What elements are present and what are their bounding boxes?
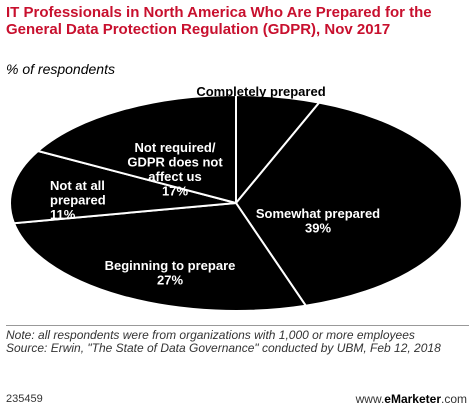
pie-slice-3 [9, 149, 237, 225]
chart-notes: Note: all respondents were from organiza… [6, 329, 468, 355]
brand-prefix: www. [355, 392, 385, 406]
brand-logo[interactable]: www.eMarketer.com [356, 392, 467, 406]
chart-id: 235459 [6, 393, 43, 405]
slice-value-0: 6% [252, 99, 271, 114]
divider [6, 325, 469, 326]
slice-label-4: Not required/GDPR does not affect us [127, 140, 223, 184]
pie-slice-4 [35, 93, 237, 205]
slice-label-1: Somewhat prepared [256, 206, 380, 221]
slice-label-2: Beginning to prepare [105, 258, 236, 273]
source-text: Source: Erwin, "The State of Data Govern… [6, 341, 441, 355]
brand-suffix: .com [440, 392, 467, 406]
slice-label-3: Not at all prepared [50, 178, 106, 208]
slice-value-2: 27% [157, 273, 183, 288]
chart-title: IT Professionals in North America Who Ar… [6, 4, 432, 38]
slice-value-4: 17% [162, 184, 188, 199]
slice-value-1: 39% [305, 221, 331, 236]
chart-subtitle: % of respondents [6, 61, 115, 77]
slice-value-3: 11% [50, 207, 76, 222]
pie-slice-2 [12, 201, 308, 312]
note-text: Note: all respondents were from organiza… [6, 328, 415, 342]
slice-label-0: Completely prepared [196, 84, 325, 99]
brand-name: eMarketer [384, 392, 441, 406]
pie-slice-1 [234, 101, 463, 307]
